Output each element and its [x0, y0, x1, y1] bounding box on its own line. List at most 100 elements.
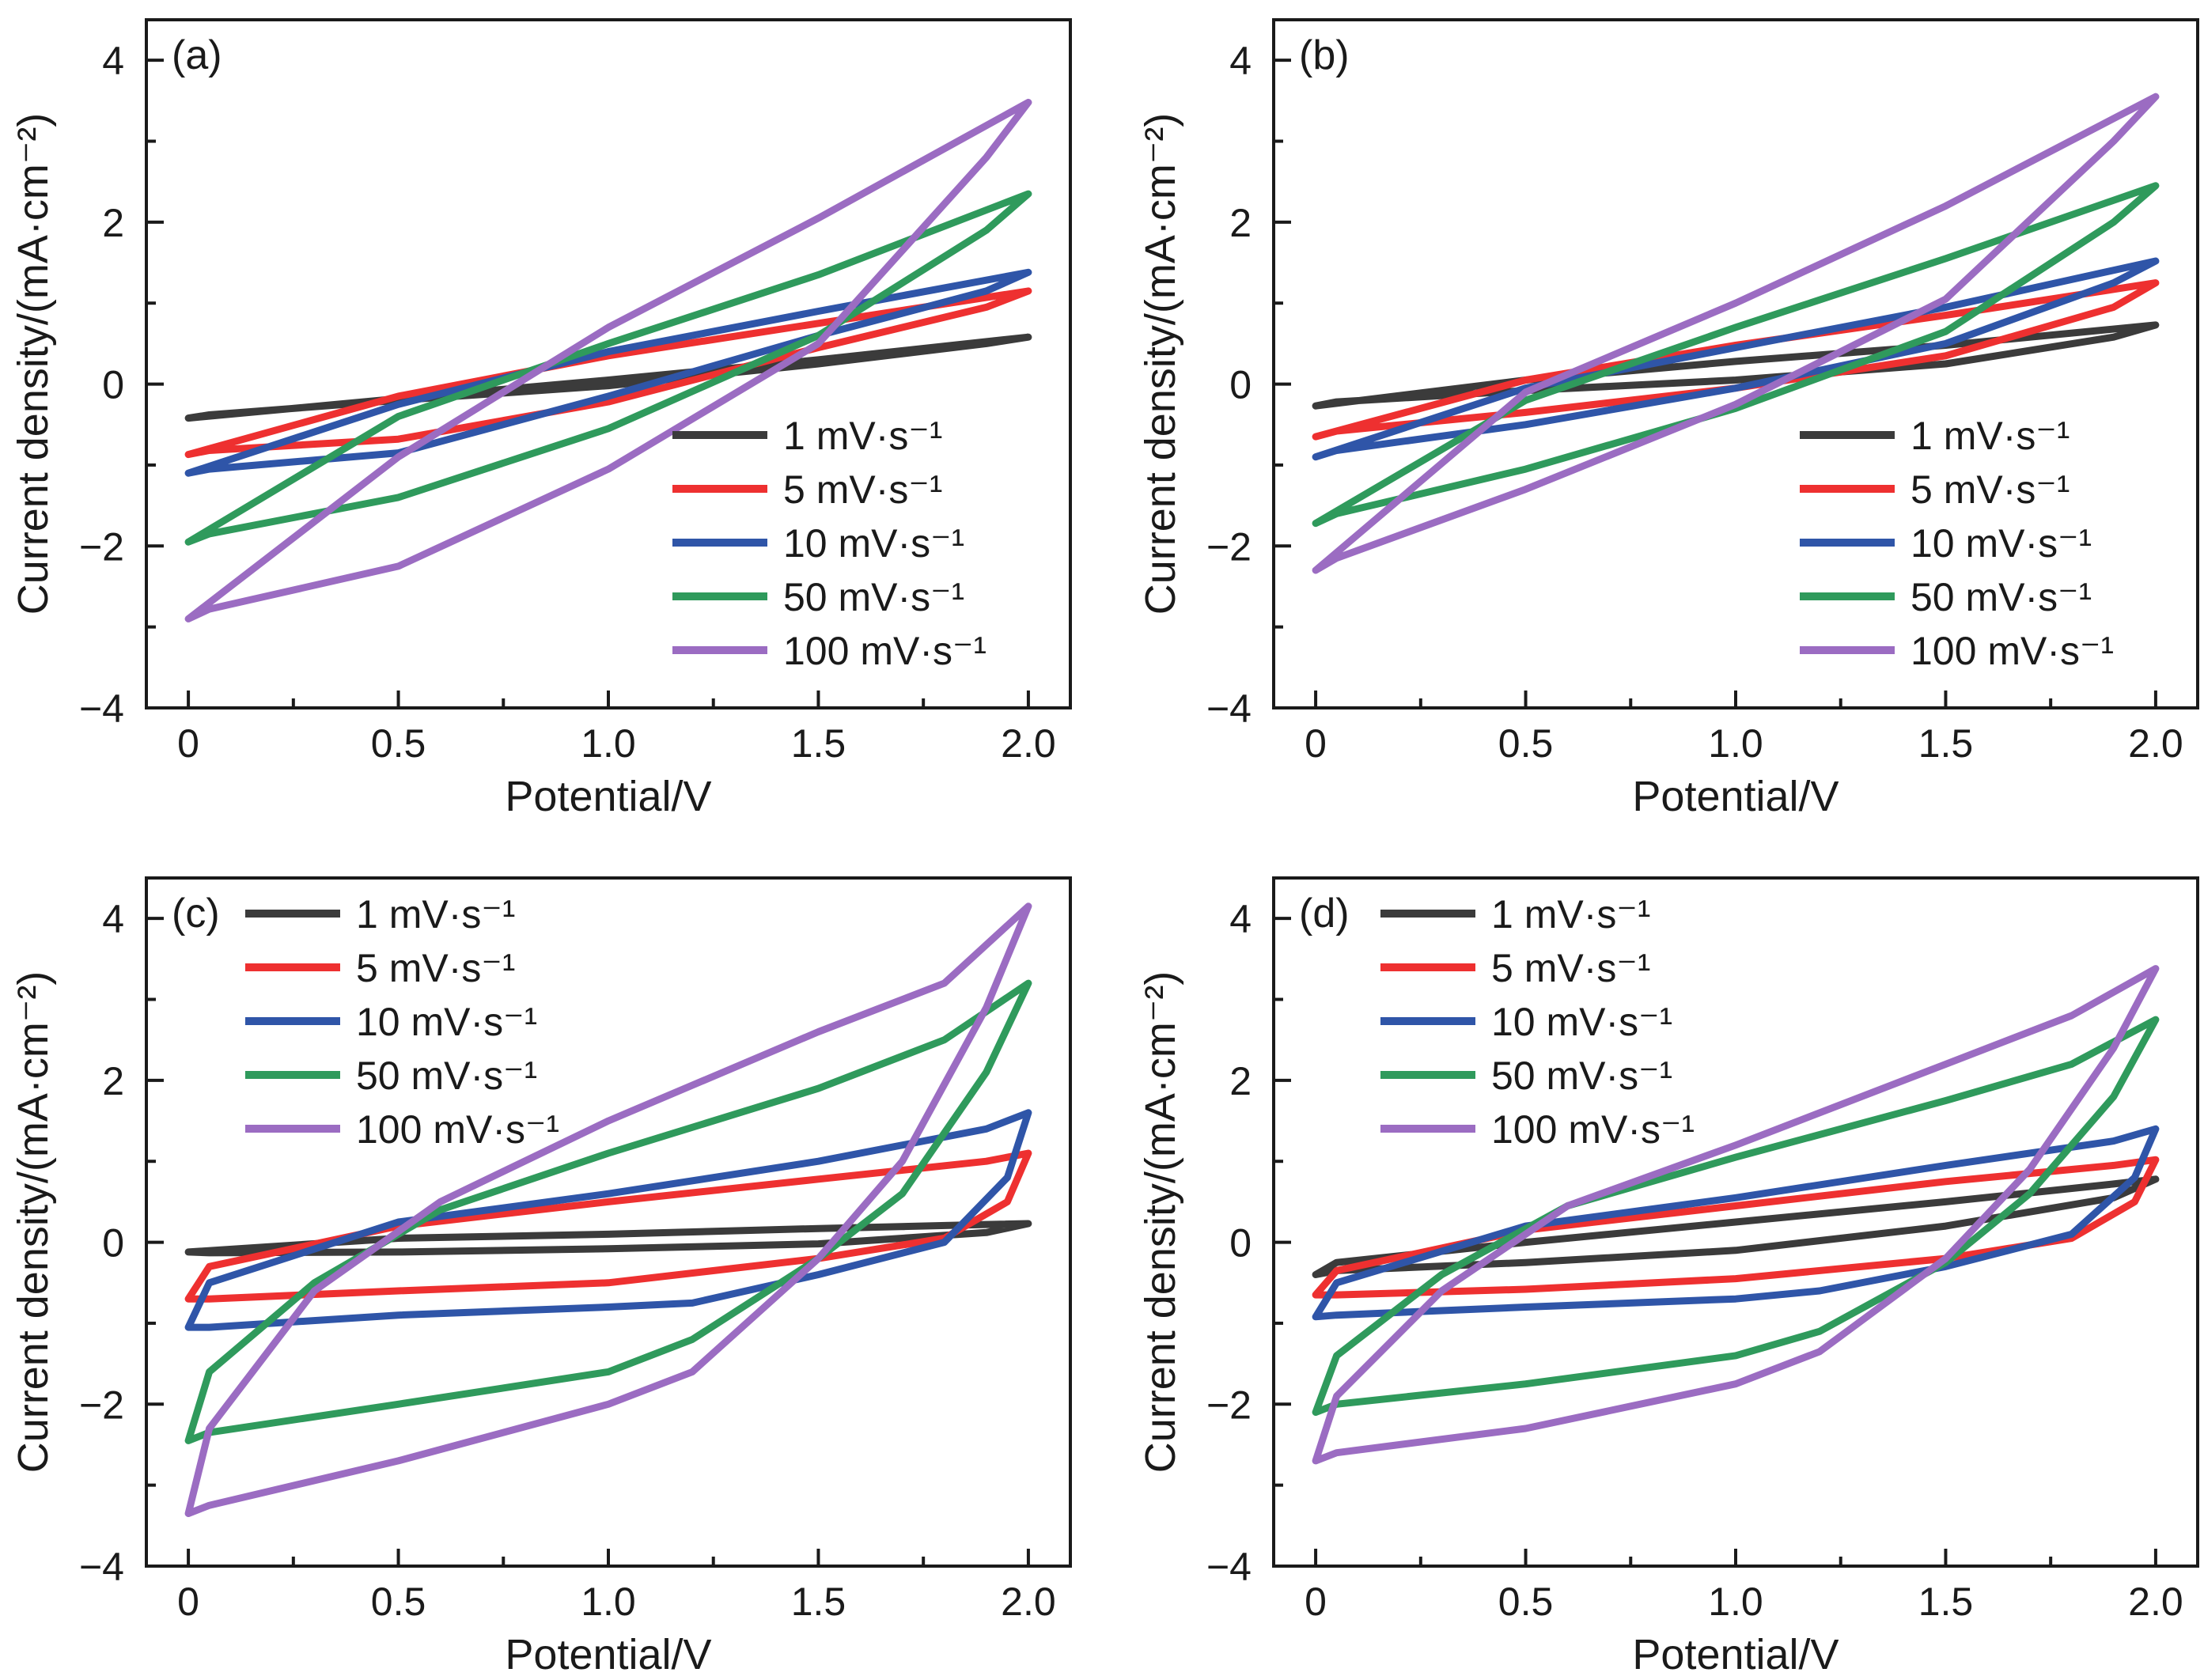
panel-d: 0 0.5 1.0 1.5 2.0 −4 −2 0 2 4 Potential/V Current d…	[1137, 876, 2199, 1678]
legend: 1 mV·s⁻¹ 5 mV·s⁻¹ 10 mV·s⁻¹ 50 mV·s⁻¹ 100 mV…	[1380, 892, 1695, 1152]
y-tick-label: 4	[102, 897, 124, 941]
legend: 1 mV·s⁻¹ 5 mV·s⁻¹ 10 mV·s⁻¹ 50 mV·s⁻¹ 100 mV…	[1800, 414, 2114, 673]
panel-label: (c)	[172, 891, 220, 936]
y-tick-label: −4	[1206, 687, 1252, 731]
plot-frame	[145, 876, 1072, 1568]
y-tick-label: 2	[102, 1059, 124, 1103]
legend: 1 mV·s⁻¹ 5 mV·s⁻¹ 10 mV·s⁻¹ 50 mV·s⁻¹ 100 mV…	[245, 892, 559, 1152]
x-tick-label: 1.5	[791, 721, 846, 766]
x-tick-label: 0	[177, 721, 199, 766]
series-group	[184, 902, 1032, 1517]
series-line-5	[1312, 965, 2160, 1465]
series-line-3	[184, 1109, 1032, 1331]
y-axis-title: Current density/(mA·cm⁻²)	[9, 971, 57, 1474]
y-tick-label: 4	[102, 39, 124, 83]
x-tick-label: 0.5	[1498, 721, 1554, 766]
panel-a: 0 0.5 1.0 1.5 2.0 −4 −2 0 2 4 Potential/V Current d…	[9, 18, 1072, 820]
series-group	[184, 98, 1032, 622]
legend-label: 100 mV·s⁻¹	[1911, 629, 2114, 673]
legend-label: 1 mV·s⁻¹	[1911, 414, 2070, 458]
legend: 1 mV·s⁻¹ 5 mV·s⁻¹ 10 mV·s⁻¹ 50 mV·s⁻¹ 100 mV…	[672, 414, 986, 673]
y-tick-label: 2	[1229, 201, 1252, 245]
legend-label: 5 mV·s⁻¹	[1491, 946, 1650, 990]
x-axis-title: Potential/V	[505, 773, 711, 820]
series-line-5	[1312, 93, 2160, 574]
panel-label: (d)	[1299, 891, 1350, 936]
legend-label: 50 mV·s⁻¹	[783, 575, 964, 619]
y-tick-label: −2	[79, 1383, 124, 1427]
panel-label: (a)	[172, 32, 222, 78]
x-tick-label: 1.0	[1708, 721, 1763, 766]
x-tick-label: 2.0	[2128, 721, 2183, 766]
legend-label: 5 mV·s⁻¹	[356, 946, 515, 990]
y-axis-title: Current density/(mA·cm⁻²)	[1137, 971, 1184, 1474]
x-tick-label: 0.5	[371, 721, 426, 766]
x-tick-label: 1.0	[1708, 1580, 1763, 1624]
series-line-4	[1312, 182, 2160, 528]
x-tick-label: 1.5	[1918, 1580, 1974, 1624]
legend-label: 100 mV·s⁻¹	[783, 629, 986, 673]
legend-label: 50 mV·s⁻¹	[1491, 1054, 1672, 1098]
series-group	[1312, 965, 2160, 1465]
y-tick-label: −2	[1206, 1383, 1252, 1427]
series-line-5	[184, 98, 1032, 622]
panel-c: 0 0.5 1.0 1.5 2.0 −4 −2 0 2 4 Potential/V Current d…	[9, 876, 1072, 1678]
x-tick-label: 2.0	[1001, 721, 1056, 766]
x-tick-label: 0.5	[1498, 1580, 1554, 1624]
y-axis-title: Current density/(mA·cm⁻²)	[9, 113, 57, 615]
x-tick-label: 0	[1305, 1580, 1327, 1624]
y-tick-label: 0	[102, 1221, 124, 1266]
y-tick-label: −2	[1206, 524, 1252, 569]
series-line-1	[1312, 321, 2160, 410]
x-tick-label: 1.0	[581, 721, 636, 766]
legend-label: 100 mV·s⁻¹	[356, 1107, 559, 1152]
y-tick-label: 0	[1229, 1221, 1252, 1266]
legend-label: 1 mV·s⁻¹	[783, 414, 942, 458]
x-axis-title: Potential/V	[1632, 773, 1839, 820]
panel-b: 0 0.5 1.0 1.5 2.0 −4 −2 0 2 4 Potential/V Current d…	[1137, 18, 2199, 820]
y-tick-label: −4	[1206, 1545, 1252, 1589]
y-tick-label: 0	[102, 363, 124, 407]
x-tick-label: 0.5	[371, 1580, 426, 1624]
legend-label: 10 mV·s⁻¹	[1491, 1000, 1672, 1044]
series-group	[1312, 93, 2160, 574]
y-axis-title: Current density/(mA·cm⁻²)	[1137, 113, 1184, 615]
series-line-2	[1312, 279, 2160, 441]
x-tick-label: 2.0	[1001, 1580, 1056, 1624]
y-tick-label: 0	[1229, 363, 1252, 407]
y-tick-label: 2	[102, 201, 124, 245]
legend-label: 1 mV·s⁻¹	[356, 892, 515, 936]
x-tick-label: 0	[1305, 721, 1327, 766]
series-line-4	[1312, 1016, 2160, 1416]
legend-label: 10 mV·s⁻¹	[356, 1000, 537, 1044]
legend-label: 1 mV·s⁻¹	[1491, 892, 1650, 936]
series-line-2	[184, 1149, 1032, 1303]
x-tick-label: 1.5	[791, 1580, 846, 1624]
y-tick-label: −4	[79, 687, 124, 731]
y-tick-label: 4	[1229, 897, 1252, 941]
x-axis-title: Potential/V	[505, 1631, 711, 1678]
x-tick-label: 1.0	[581, 1580, 636, 1624]
series-line-3	[1312, 1125, 2160, 1321]
legend-label: 5 mV·s⁻¹	[1911, 467, 2070, 512]
series-line-1	[1312, 1175, 2160, 1278]
x-tick-label: 2.0	[2128, 1580, 2183, 1624]
x-axis-title: Potential/V	[1632, 1631, 1839, 1678]
y-tick-label: 2	[1229, 1059, 1252, 1103]
y-tick-label: −2	[79, 524, 124, 569]
legend-label: 5 mV·s⁻¹	[783, 467, 942, 512]
y-tick-label: 4	[1229, 39, 1252, 83]
legend-label: 10 mV·s⁻¹	[783, 521, 964, 566]
series-line-1	[184, 333, 1032, 422]
legend-label: 50 mV·s⁻¹	[356, 1054, 537, 1098]
legend-label: 50 mV·s⁻¹	[1911, 575, 2092, 619]
y-tick-label: −4	[79, 1545, 124, 1589]
series-line-2	[1312, 1156, 2160, 1299]
series-line-4	[184, 979, 1032, 1444]
legend-label: 10 mV·s⁻¹	[1911, 521, 2092, 566]
series-line-5	[184, 902, 1032, 1517]
legend-label: 100 mV·s⁻¹	[1491, 1107, 1695, 1152]
x-tick-label: 0	[177, 1580, 199, 1624]
x-tick-label: 1.5	[1918, 721, 1974, 766]
